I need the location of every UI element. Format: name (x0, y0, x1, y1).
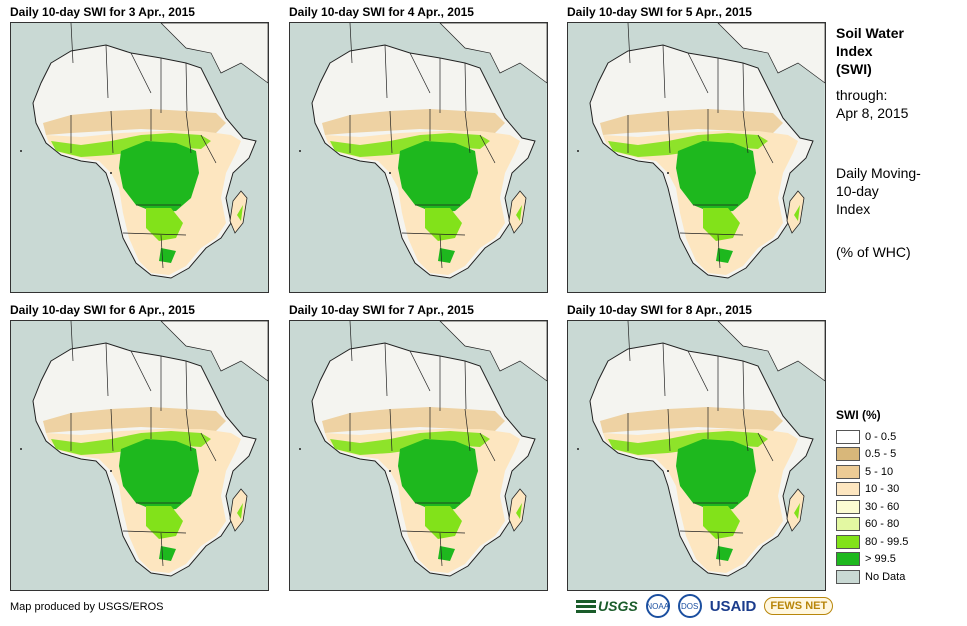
agency-logos: USGS NOAA DOS USAID FEWS NET (576, 594, 834, 618)
africa-swi-map (10, 22, 269, 293)
through-date: Apr 8, 2015 (836, 105, 909, 121)
units-label: (% of WHC) (836, 244, 911, 260)
index-title-line-1: Soil Water (836, 25, 904, 41)
index-title-line-3: (SWI) (836, 61, 872, 77)
legend-item: 60 - 80 (836, 516, 961, 534)
legend-swatch (836, 429, 860, 444)
africa-swi-map (567, 320, 826, 591)
map-title: Daily 10-day SWI for 5 Apr., 2015 (567, 5, 752, 19)
through-date-block: through: Apr 8, 2015 (836, 86, 908, 122)
map-panel-apr4: Daily 10-day SWI for 4 Apr., 2015 (289, 4, 549, 293)
legend-swatch (836, 534, 860, 549)
legend-label: No Data (865, 570, 906, 583)
legend-label: 5 - 10 (865, 465, 894, 478)
legend-label: 30 - 60 (865, 500, 900, 513)
index-title-line-2: Index (836, 43, 873, 59)
legend-swatch (836, 552, 860, 567)
legend-swatch (836, 517, 860, 532)
legend-swatch (836, 482, 860, 497)
map-title: Daily 10-day SWI for 7 Apr., 2015 (289, 303, 474, 317)
legend: SWI (%) 0 - 0.5 0.5 - 5 5 - 10 10 - 30 30 - … (836, 408, 961, 586)
legend-item: 80 - 99.5 (836, 533, 961, 551)
legend-item: > 99.5 (836, 551, 961, 569)
through-label: through: (836, 87, 888, 103)
legend-label: > 99.5 (865, 553, 896, 566)
map-panel-apr3: Daily 10-day SWI for 3 Apr., 2015 (10, 4, 270, 293)
index-title: Soil Water Index (SWI) (836, 24, 904, 78)
map-panel-apr5: Daily 10-day SWI for 5 Apr., 2015 (567, 4, 827, 293)
legend-item: 0 - 0.5 (836, 428, 961, 446)
dept-seal-logo: DOS (677, 594, 702, 618)
map-title: Daily 10-day SWI for 4 Apr., 2015 (289, 5, 474, 19)
map-title: Daily 10-day SWI for 3 Apr., 2015 (10, 5, 195, 19)
fews-net-logo: FEWS NET (764, 597, 834, 615)
map-panel-apr7: Daily 10-day SWI for 7 Apr., 2015 (289, 302, 549, 591)
usgs-logo: USGS (576, 598, 638, 614)
map-panel-apr8: Daily 10-day SWI for 8 Apr., 2015 (567, 302, 827, 591)
legend-item: 0.5 - 5 (836, 446, 961, 464)
index-description: Daily Moving- 10-day Index (836, 164, 921, 218)
legend-item: No Data (836, 568, 961, 586)
usaid-logo: USAID (709, 597, 757, 615)
legend-swatch (836, 464, 860, 479)
noaa-logo: NOAA (645, 594, 670, 618)
description-line-1: Daily Moving- (836, 165, 921, 181)
legend-item: 30 - 60 (836, 498, 961, 516)
legend-swatch (836, 447, 860, 462)
map-title: Daily 10-day SWI for 8 Apr., 2015 (567, 303, 752, 317)
legend-label: 0 - 0.5 (865, 430, 897, 443)
legend-swatch (836, 569, 860, 584)
legend-label: 0.5 - 5 (865, 448, 897, 461)
legend-label: 10 - 30 (865, 483, 900, 496)
africa-swi-map (289, 22, 548, 293)
legend-title: SWI (%) (836, 408, 881, 422)
description-line-2: 10-day (836, 183, 879, 199)
legend-label: 60 - 80 (865, 518, 900, 531)
description-line-3: Index (836, 201, 871, 217)
map-credit: Map produced by USGS/EROS (10, 601, 164, 613)
map-panel-apr6: Daily 10-day SWI for 6 Apr., 2015 (10, 302, 270, 591)
legend-label: 80 - 99.5 (865, 535, 909, 548)
usgs-waves-icon (576, 599, 596, 613)
africa-swi-map (10, 320, 269, 591)
map-title: Daily 10-day SWI for 6 Apr., 2015 (10, 303, 195, 317)
legend-item: 10 - 30 (836, 481, 961, 499)
legend-swatch (836, 499, 860, 514)
africa-swi-map (567, 22, 826, 293)
legend-item: 5 - 10 (836, 463, 961, 481)
africa-swi-map (289, 320, 548, 591)
